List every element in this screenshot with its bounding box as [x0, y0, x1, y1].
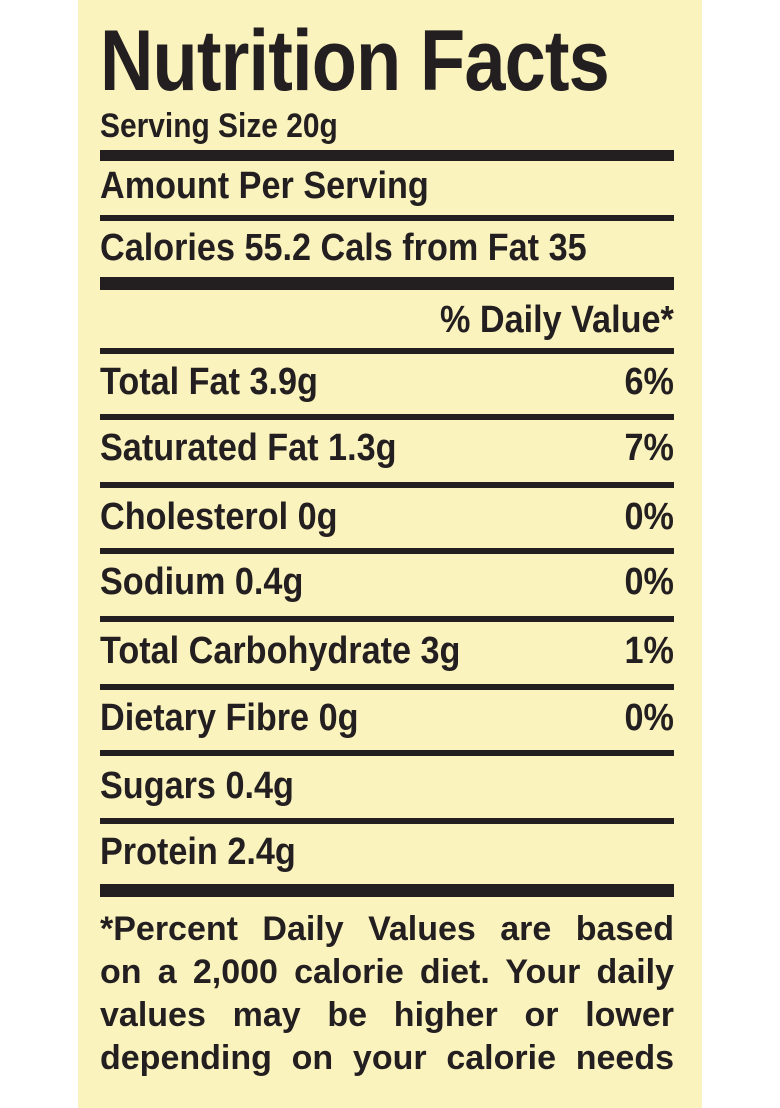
footnote: *Percent Daily Values are based on a 2,0… — [100, 908, 674, 1080]
divider-thick — [100, 150, 674, 161]
divider — [100, 215, 674, 221]
serving-size: Serving Size 20g — [100, 107, 338, 145]
nutrient-daily-value: 0% — [624, 561, 674, 603]
nutrient-label: Sodium 0.4g — [100, 561, 304, 603]
footnote-line: on a 2,000 calorie diet. Your daily — [100, 953, 674, 991]
nutrient-label: Cholesterol 0g — [100, 496, 338, 538]
divider — [100, 482, 674, 488]
label-title: Nutrition Facts — [100, 13, 610, 109]
nutrient-label: Protein 2.4g — [100, 831, 296, 873]
divider — [100, 414, 674, 420]
nutrient-label: Dietary Fibre 0g — [100, 697, 359, 739]
nutrient-daily-value: 7% — [624, 427, 674, 469]
divider — [100, 548, 674, 554]
footnote-line: values may be higher or lower — [100, 996, 674, 1034]
nutrient-daily-value: 1% — [624, 630, 674, 672]
divider-thick — [100, 884, 674, 897]
nutrient-label: Total Fat 3.9g — [100, 361, 318, 403]
nutrient-label: Saturated Fat 1.3g — [100, 427, 397, 469]
footnote-line: depending on your calorie needs — [100, 1039, 674, 1077]
nutrient-label: Total Carbohydrate 3g — [100, 630, 461, 672]
amount-per-serving: Amount Per Serving — [100, 165, 429, 207]
footnote-line: *Percent Daily Values are based — [100, 910, 674, 948]
nutrient-daily-value: 0% — [624, 697, 674, 739]
divider-thick — [100, 277, 674, 290]
divider — [100, 348, 674, 354]
nutrient-daily-value: 0% — [624, 496, 674, 538]
daily-value-header: % Daily Value* — [440, 299, 674, 341]
divider — [100, 818, 674, 824]
nutrient-daily-value: 6% — [624, 361, 674, 403]
label-background — [78, 0, 702, 1108]
calories-text: Calories 55.2 Cals from Fat 35 — [100, 227, 587, 269]
divider — [100, 616, 674, 622]
divider — [100, 750, 674, 756]
nutrient-label: Sugars 0.4g — [100, 765, 294, 807]
divider — [100, 684, 674, 690]
